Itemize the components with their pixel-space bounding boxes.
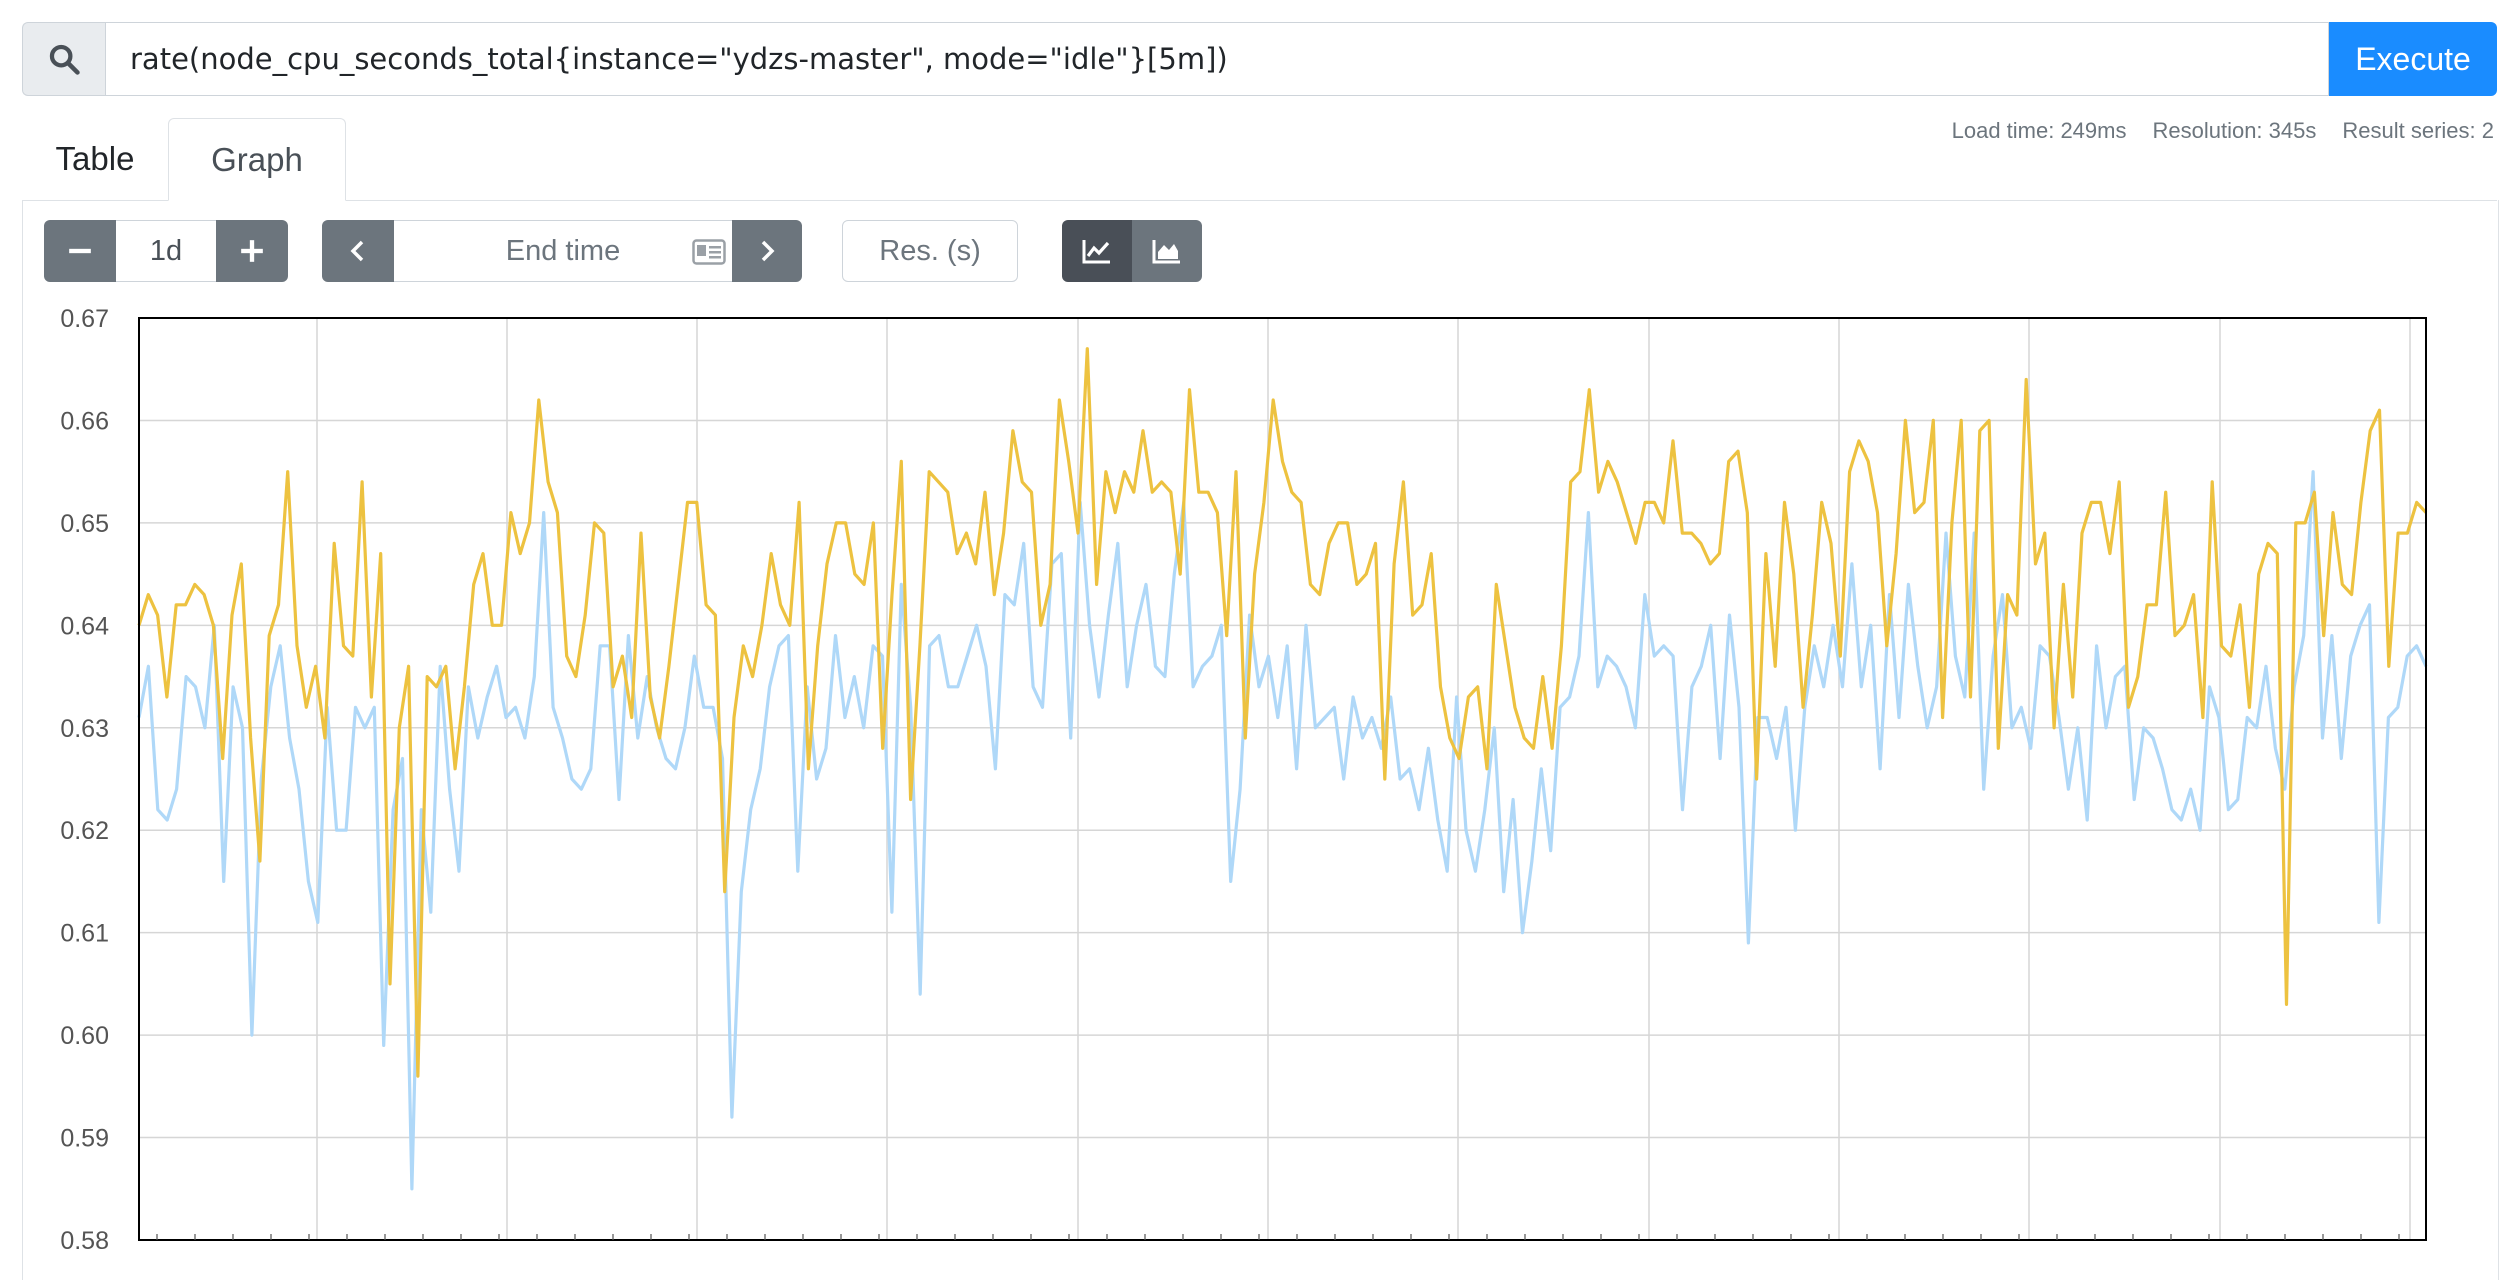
series-line-1[interactable] — [137, 347, 2428, 1078]
time-series-chart[interactable]: 0.67 0.66 0.65 0.64 0.63 0.62 0.61 0.60 0.59 0.58 — [0, 300, 2510, 1270]
stacked-area-icon — [1152, 240, 1180, 264]
range-control: 1d — [44, 220, 288, 282]
expression-bar: rate(node_cpu_seconds_total{instance="yd… — [22, 22, 2497, 96]
execute-button[interactable]: Execute — [2329, 22, 2497, 96]
stacked-button[interactable] — [1132, 220, 1202, 282]
y-tick-label: 0.63 — [60, 715, 109, 743]
unstacked-button[interactable] — [1062, 220, 1132, 282]
result-series-stat: Result series: 2 — [2342, 118, 2494, 143]
tab-table[interactable]: Table — [55, 140, 135, 177]
expression-input[interactable]: rate(node_cpu_seconds_total{instance="yd… — [105, 22, 2329, 96]
view-tabs: Table Graph — [22, 118, 2497, 201]
search-button[interactable] — [22, 22, 105, 96]
minus-icon — [69, 248, 91, 254]
line-chart-icon — [1082, 240, 1110, 264]
series-line-2[interactable] — [137, 470, 2428, 1191]
resolution-stat: Resolution: 345s — [2152, 118, 2317, 143]
range-decrease-button[interactable] — [44, 220, 116, 282]
end-time-placeholder: End time — [505, 234, 621, 267]
end-time-forward-button[interactable] — [732, 220, 802, 282]
load-time: Load time: 249ms — [1951, 118, 2127, 143]
end-time-back-button[interactable] — [322, 220, 394, 282]
y-tick-label: 0.62 — [60, 817, 109, 845]
query-stats: Load time: 249ms Resolution: 345s Result… — [1952, 118, 2494, 144]
y-tick-label: 0.65 — [60, 510, 109, 538]
y-tick-label: 0.66 — [60, 407, 109, 435]
end-time-control: End time — [322, 220, 802, 282]
y-tick-label: 0.67 — [60, 305, 109, 333]
range-increase-button[interactable] — [216, 220, 288, 282]
end-time-input[interactable]: End time — [394, 220, 732, 282]
range-input[interactable]: 1d — [116, 220, 216, 282]
chevron-right-icon — [761, 240, 775, 262]
search-icon — [49, 44, 80, 75]
graph-panel — [22, 200, 2499, 1280]
y-tick-label: 0.64 — [60, 612, 109, 640]
chevron-left-icon — [350, 240, 364, 262]
y-tick-label: 0.60 — [60, 1022, 109, 1050]
y-tick-label: 0.61 — [60, 920, 109, 948]
plot-area-border — [138, 317, 2427, 1241]
tab-graph[interactable]: Graph — [168, 118, 346, 201]
calendar-icon[interactable] — [692, 239, 726, 265]
stack-toggle — [1062, 220, 1202, 282]
plus-icon — [241, 240, 263, 262]
resolution-input[interactable]: Res. (s) — [842, 220, 1018, 282]
y-tick-label: 0.58 — [60, 1227, 109, 1255]
y-tick-label: 0.59 — [60, 1125, 109, 1153]
resolution-control: Res. (s) — [842, 220, 1018, 282]
